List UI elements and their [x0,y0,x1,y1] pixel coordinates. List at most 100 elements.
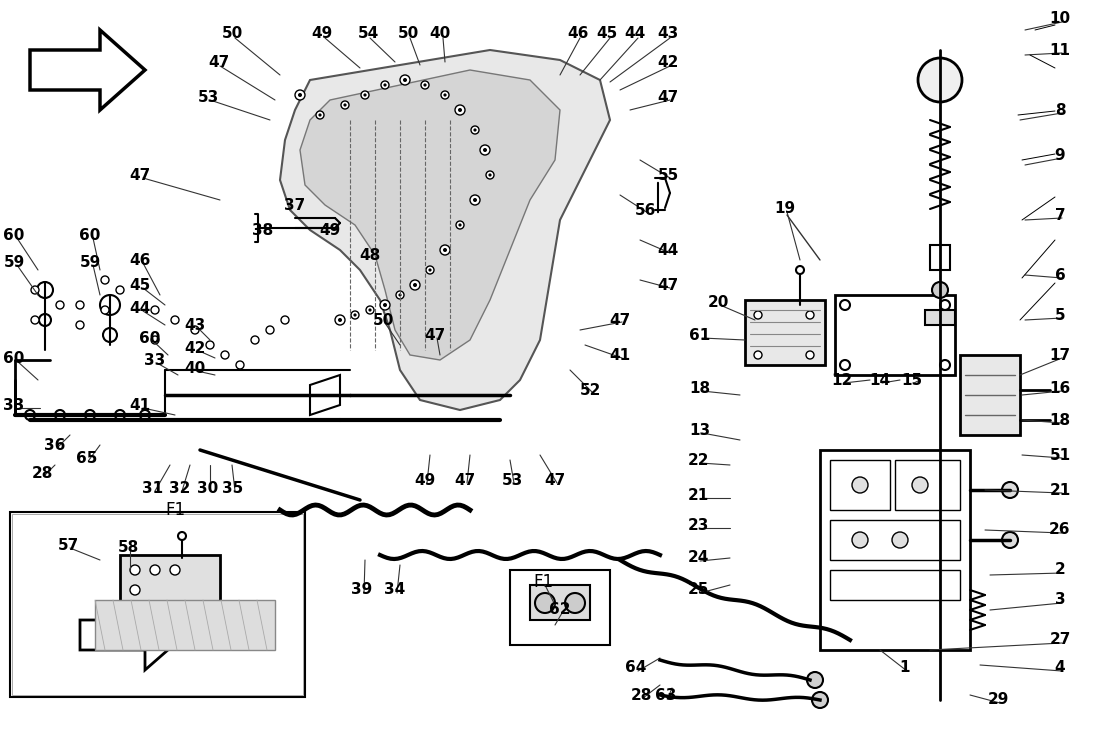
Circle shape [266,326,274,334]
Circle shape [423,84,426,87]
Text: 35: 35 [222,480,244,496]
Text: 33: 33 [3,397,24,412]
Text: 21: 21 [1050,482,1070,497]
Text: 58: 58 [118,540,138,556]
Text: 50: 50 [221,25,243,41]
Circle shape [354,314,356,317]
Text: 32: 32 [169,480,191,496]
Text: 6: 6 [1055,267,1065,283]
Circle shape [236,361,244,369]
Circle shape [171,316,179,324]
Circle shape [37,282,53,298]
Circle shape [364,93,367,97]
Circle shape [335,315,345,325]
Circle shape [101,276,109,284]
Text: 61: 61 [689,328,711,343]
Text: 4: 4 [1055,661,1065,676]
Text: 11: 11 [1050,42,1070,58]
Circle shape [918,58,962,102]
Text: 47: 47 [424,328,445,343]
Circle shape [100,295,120,315]
Bar [830,570,961,600]
Circle shape [565,593,585,613]
Text: 65: 65 [76,451,98,465]
Text: 13: 13 [689,423,711,437]
Text: 28: 28 [631,687,652,702]
Text: 40: 40 [185,360,206,375]
Text: 23: 23 [687,517,709,533]
Circle shape [410,280,420,290]
Text: 36: 36 [44,437,66,452]
Circle shape [796,266,804,274]
Text: 21: 21 [687,488,709,502]
Circle shape [76,301,84,309]
Circle shape [456,221,464,229]
Text: 52: 52 [579,383,601,397]
Circle shape [360,91,369,99]
Text: 18: 18 [689,380,711,395]
Text: 43: 43 [185,317,206,332]
Polygon shape [300,70,560,360]
Polygon shape [80,600,185,670]
Text: 42: 42 [657,55,679,70]
Text: 34: 34 [385,582,406,597]
Circle shape [368,309,371,312]
Circle shape [441,91,449,99]
Text: 50: 50 [398,25,419,41]
Text: 54: 54 [357,25,379,41]
Circle shape [76,321,84,329]
Bar [95,600,275,650]
Text: 59: 59 [79,255,101,269]
Circle shape [403,78,407,82]
Text: 30: 30 [198,480,219,496]
Circle shape [812,692,828,708]
Text: 29: 29 [987,693,1009,707]
Circle shape [413,283,417,287]
Circle shape [55,410,65,420]
Text: 41: 41 [130,397,151,412]
Circle shape [178,532,186,540]
Circle shape [455,105,465,115]
Text: 49: 49 [320,223,341,238]
Bar [120,555,220,605]
Text: F1: F1 [533,573,553,591]
Text: 47: 47 [657,278,678,292]
Text: 47: 47 [454,473,476,488]
Circle shape [471,126,479,134]
Circle shape [852,477,868,493]
Bar [745,300,825,365]
Text: 49: 49 [414,473,435,488]
Circle shape [140,410,149,420]
Text: 12: 12 [831,372,853,388]
Bar [925,310,955,325]
Circle shape [151,336,159,344]
Circle shape [426,266,434,274]
Text: 33: 33 [144,352,166,368]
Circle shape [381,81,389,89]
Text: 8: 8 [1055,103,1065,118]
Bar [961,355,1020,435]
Text: 37: 37 [285,198,306,212]
Text: 60: 60 [140,331,160,346]
Text: 44: 44 [130,300,151,315]
Text: 46: 46 [130,252,151,267]
Circle shape [206,341,214,349]
Circle shape [429,269,432,272]
Circle shape [940,300,950,310]
Circle shape [458,108,462,112]
Text: 14: 14 [869,372,890,388]
Text: 47: 47 [130,167,151,183]
Circle shape [940,360,950,370]
Circle shape [298,93,302,97]
Circle shape [170,565,180,575]
Text: 60: 60 [3,227,24,243]
Text: 51: 51 [1050,448,1070,462]
Circle shape [1002,482,1018,498]
Circle shape [807,672,823,688]
Text: 40: 40 [430,25,451,41]
Circle shape [366,306,374,314]
Circle shape [221,351,229,359]
Circle shape [852,532,868,548]
Circle shape [480,145,490,155]
Circle shape [101,306,109,314]
